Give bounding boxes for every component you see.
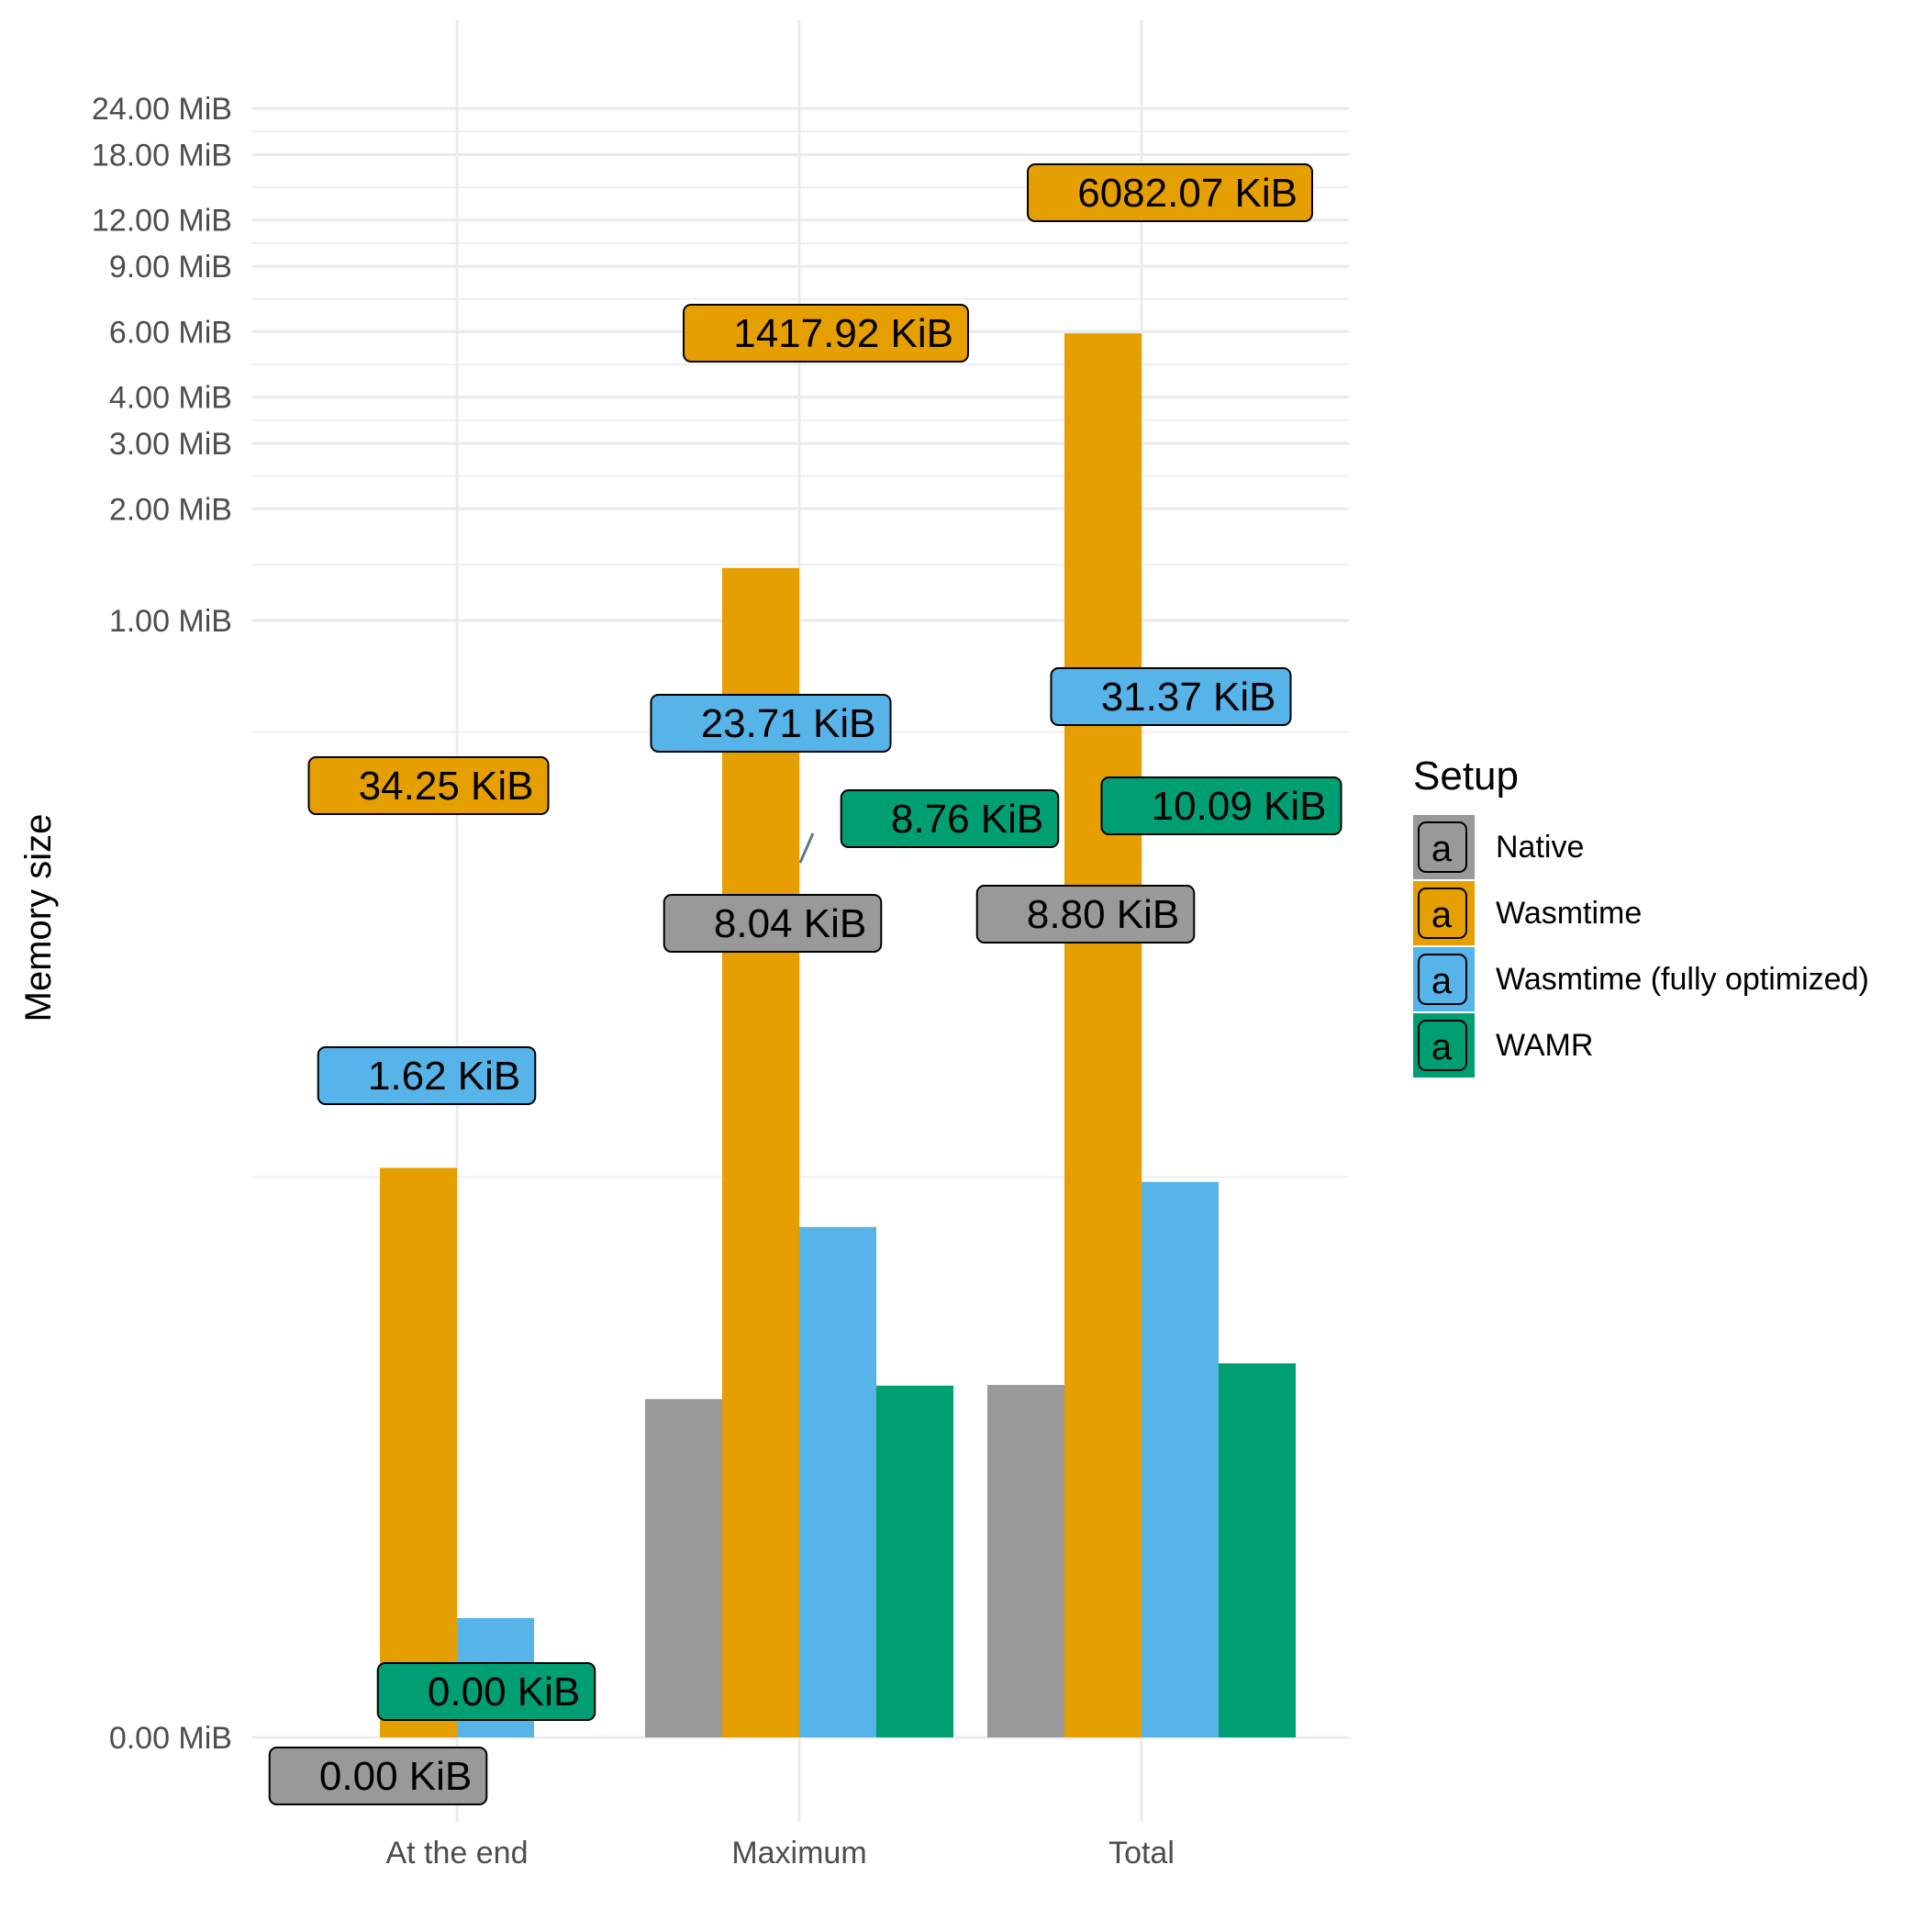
legend-title: Setup <box>1413 754 1519 798</box>
data-label-box <box>307 756 550 815</box>
legend-label: Native <box>1496 830 1584 865</box>
data-label: 0.00 KiB <box>376 1662 596 1721</box>
data-label-box <box>840 789 1060 848</box>
data-label-text: 34.25 KiB <box>359 764 534 809</box>
data-label-box <box>376 1662 596 1721</box>
label-layer: 0.00 KiB 8.04 KiB 8.80 KiB 34.25 KiB 1417.92… <box>268 163 1342 1805</box>
legend-label: WAMR <box>1496 1028 1593 1063</box>
legend-item: a Wasmtime (fully optimized) <box>1413 947 1869 1011</box>
data-label-box <box>1100 776 1342 835</box>
bar-native-maximum <box>645 1399 722 1737</box>
legend-key-box <box>1418 954 1467 1005</box>
bar-wasmtime-fully-optimized-total <box>1142 1181 1219 1737</box>
y-tick-label: 12.00 MiB <box>92 204 232 239</box>
legend-key-glyph: a <box>1431 1027 1453 1067</box>
x-tick-label: At the end <box>385 1836 528 1871</box>
data-label-text: 8.04 KiB <box>714 901 866 946</box>
axis-layer: Memory size 0.00 MiB 1.00 MiB 2.00 MiB 3.00… <box>18 92 1175 1871</box>
y-tick-label: 18.00 MiB <box>92 139 232 173</box>
data-label-box <box>1027 163 1313 222</box>
data-label: 8.76 KiB <box>840 789 1060 848</box>
y-tick-label: 24.00 MiB <box>92 92 232 127</box>
data-label-box <box>975 885 1196 944</box>
label-connector <box>798 832 815 864</box>
data-label: 23.71 KiB <box>650 694 892 753</box>
legend-key-glyph: a <box>1431 961 1453 1001</box>
data-label: 8.04 KiB <box>663 894 883 953</box>
legend-item: a Native <box>1413 815 1584 879</box>
data-label: 0.00 KiB <box>268 1747 488 1805</box>
data-label-text: 6082.07 KiB <box>1077 171 1298 216</box>
data-label: 1417.92 KiB <box>683 304 969 363</box>
legend-key-glyph: a <box>1431 829 1453 869</box>
bar-wasmtime-at-the-end <box>380 1167 457 1737</box>
legend-item: a WAMR <box>1413 1013 1593 1078</box>
y-tick-label: 9.00 MiB <box>109 250 232 285</box>
legend: Setup a Native a Wasmtime a Wasmtime (fully o… <box>1413 754 1869 1078</box>
legend-label: Wasmtime (fully optimized) <box>1496 962 1869 997</box>
data-label: 8.80 KiB <box>975 885 1196 944</box>
data-label-box <box>683 304 969 363</box>
data-label-text: 0.00 KiB <box>319 1754 472 1799</box>
bar-wasmtime-total <box>1064 333 1142 1737</box>
legend-key-box <box>1418 1020 1467 1071</box>
y-tick-label: 3.00 MiB <box>109 427 232 462</box>
x-tick-label: Maximum <box>731 1836 866 1871</box>
bar-wamr-total <box>1219 1363 1296 1737</box>
data-label-box <box>268 1747 488 1805</box>
bar-native-total <box>987 1384 1064 1737</box>
data-label-text: 31.37 KiB <box>1101 675 1276 720</box>
x-tick-label: Total <box>1108 1836 1175 1871</box>
data-label-text: 10.09 KiB <box>1152 784 1327 829</box>
y-tick-label: 2.00 MiB <box>109 492 232 527</box>
bar-wasmtime-fully-optimized-maximum <box>799 1226 876 1737</box>
legend-label: Wasmtime <box>1496 896 1642 931</box>
y-axis-title: Memory size <box>18 814 59 1022</box>
data-label: 31.37 KiB <box>1050 667 1292 726</box>
data-label: 10.09 KiB <box>1100 776 1342 835</box>
bar-layer <box>380 333 1296 1737</box>
data-label-text: 0.00 KiB <box>428 1670 580 1714</box>
data-label: 1.62 KiB <box>317 1046 537 1105</box>
data-label-text: 8.80 KiB <box>1027 892 1179 937</box>
y-tick-label: 1.00 MiB <box>109 604 232 639</box>
data-label-text: 8.76 KiB <box>891 797 1043 842</box>
data-label-text: 23.71 KiB <box>701 701 876 746</box>
legend-item: a Wasmtime <box>1413 881 1642 945</box>
data-label-box <box>317 1046 537 1105</box>
data-label: 34.25 KiB <box>307 756 550 815</box>
data-label: 6082.07 KiB <box>1027 163 1313 222</box>
legend-key-box <box>1418 821 1467 873</box>
data-label-box <box>650 694 892 753</box>
bar-wasmtime-maximum <box>722 567 799 1737</box>
data-label-text: 1417.92 KiB <box>733 311 953 356</box>
y-tick-label: 6.00 MiB <box>109 315 232 350</box>
legend-key-glyph: a <box>1431 895 1453 935</box>
data-label-box <box>1050 667 1292 726</box>
bar-wamr-maximum <box>876 1385 953 1737</box>
y-tick-label: 4.00 MiB <box>109 381 232 416</box>
data-label-text: 1.62 KiB <box>368 1054 520 1099</box>
y-tick-label: 0.00 MiB <box>109 1721 232 1756</box>
data-label-box <box>663 894 883 953</box>
legend-key-box <box>1418 888 1467 939</box>
